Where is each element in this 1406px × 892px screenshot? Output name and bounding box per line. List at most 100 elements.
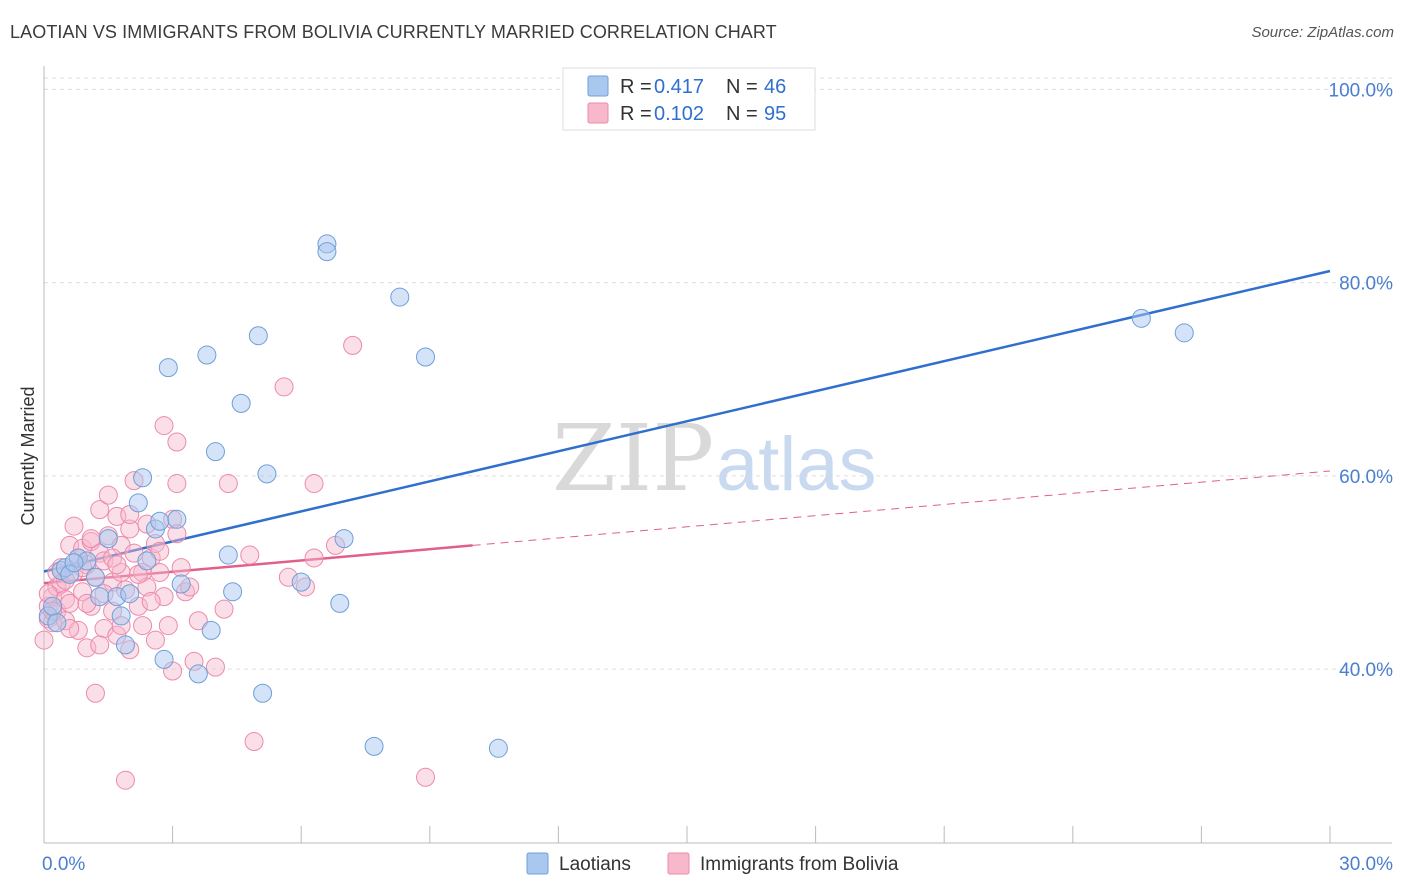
legend-n-label-2: N = [726, 103, 758, 125]
data-point-bolivia [158, 616, 178, 636]
data-point-laotians [115, 635, 135, 655]
data-point-laotians [64, 553, 84, 573]
data-point-bolivia [141, 591, 161, 611]
data-point-laotians [257, 464, 277, 484]
bottom-legend-swatch-bolivia [667, 852, 690, 875]
data-point-laotians [167, 509, 187, 529]
trend-line-bolivia [43, 544, 473, 585]
data-point-laotians [158, 358, 178, 378]
data-point-bolivia [188, 611, 208, 631]
legend-n-value-2: 95 [764, 103, 786, 125]
data-point-bolivia [150, 562, 170, 582]
data-point-laotians [43, 596, 63, 616]
data-point-laotians [150, 511, 170, 531]
watermark-atlas: atlas [716, 422, 877, 507]
data-point-laotians [291, 572, 311, 592]
data-point-bolivia [150, 541, 170, 561]
chart-title: LAOTIAN VS IMMIGRANTS FROM BOLIVIA CURRE… [10, 22, 777, 42]
y-axis-label: Currently Married [18, 386, 38, 525]
data-point-bolivia [416, 767, 436, 787]
data-point-laotians [154, 649, 174, 669]
data-point-laotians [218, 545, 238, 565]
data-point-bolivia [214, 599, 234, 619]
data-point-bolivia [218, 474, 238, 494]
bottom-legend: Laotians Immigrants from Bolivia [526, 852, 899, 875]
legend-r-value-1: 0.417 [654, 76, 704, 98]
legend-n-label-1: N = [726, 76, 758, 98]
data-point-laotians [1131, 308, 1151, 328]
data-point-bolivia [304, 474, 324, 494]
series-laotians-points [38, 234, 1194, 758]
data-point-bolivia [167, 474, 187, 494]
data-point-bolivia [304, 548, 324, 568]
x-tick-max: 30.0% [1339, 854, 1393, 875]
legend-r-value-2: 0.102 [654, 103, 704, 125]
data-point-bolivia [90, 635, 110, 655]
y-tick-label: 40.0% [1339, 660, 1393, 681]
data-point-bolivia [81, 529, 101, 549]
data-point-bolivia [115, 770, 135, 790]
data-point-laotians [488, 738, 508, 758]
data-point-bolivia [77, 638, 97, 658]
data-point-laotians [47, 613, 67, 633]
data-point-bolivia [64, 516, 84, 536]
data-point-bolivia [274, 377, 294, 397]
data-point-bolivia [128, 564, 148, 584]
gridlines [44, 77, 1392, 670]
data-point-laotians [330, 593, 350, 613]
y-tick-label: 80.0% [1339, 274, 1393, 295]
data-point-laotians [111, 606, 131, 626]
legend-n-value-1: 46 [764, 76, 786, 98]
legend-r-label-2: R = [620, 103, 652, 125]
bottom-legend-label-laotians: Laotians [559, 854, 631, 875]
bottom-legend-label-bolivia: Immigrants from Bolivia [700, 854, 899, 875]
data-point-laotians [1174, 323, 1194, 343]
data-point-laotians [90, 587, 110, 607]
legend-swatch-laotians [587, 75, 609, 97]
data-point-bolivia [154, 416, 174, 436]
y-tick-label: 100.0% [1329, 80, 1394, 101]
data-point-laotians [133, 468, 153, 488]
x-tick-min: 0.0% [42, 854, 85, 875]
data-point-laotians [85, 567, 105, 587]
data-point-bolivia [240, 545, 260, 565]
data-point-bolivia [343, 335, 363, 355]
data-point-laotians [197, 345, 217, 365]
data-point-bolivia [85, 683, 105, 703]
data-point-laotians [390, 287, 410, 307]
trend-lines [43, 269, 1331, 585]
data-point-laotians [137, 551, 157, 571]
bottom-legend-swatch-laotians [526, 852, 549, 875]
data-point-laotians [416, 347, 436, 367]
data-point-laotians [128, 493, 148, 513]
data-point-laotians [223, 582, 243, 602]
data-point-laotians [253, 683, 273, 703]
data-point-laotians [120, 584, 140, 604]
data-point-laotians [248, 326, 268, 346]
data-point-laotians [201, 620, 221, 640]
source-label: Source: ZipAtlas.com [1251, 24, 1394, 41]
watermark-zip: ZIP [552, 405, 714, 512]
data-point-bolivia [98, 485, 118, 505]
trend-line-bolivia-extension [472, 470, 1331, 546]
data-point-laotians [188, 664, 208, 684]
data-point-laotians [171, 574, 191, 594]
data-point-laotians [231, 393, 251, 413]
data-point-bolivia [154, 587, 174, 607]
y-tick-labels: 40.0% 60.0% 80.0% 100.0% [1329, 80, 1394, 681]
legend: R = 0.417 N = 46 R = 0.102 N = 95 [562, 67, 816, 131]
data-point-laotians [317, 242, 337, 262]
data-point-bolivia [171, 558, 191, 578]
data-point-bolivia [145, 630, 165, 650]
data-point-bolivia [167, 432, 187, 452]
y-tick-label: 60.0% [1339, 467, 1393, 488]
data-point-bolivia [34, 630, 54, 650]
data-point-bolivia [133, 616, 153, 636]
data-point-bolivia [205, 657, 225, 677]
data-point-bolivia [90, 500, 110, 520]
trend-line-laotians [43, 269, 1331, 573]
data-point-laotians [98, 529, 118, 549]
data-point-bolivia [107, 555, 127, 575]
data-point-laotians [334, 529, 354, 549]
